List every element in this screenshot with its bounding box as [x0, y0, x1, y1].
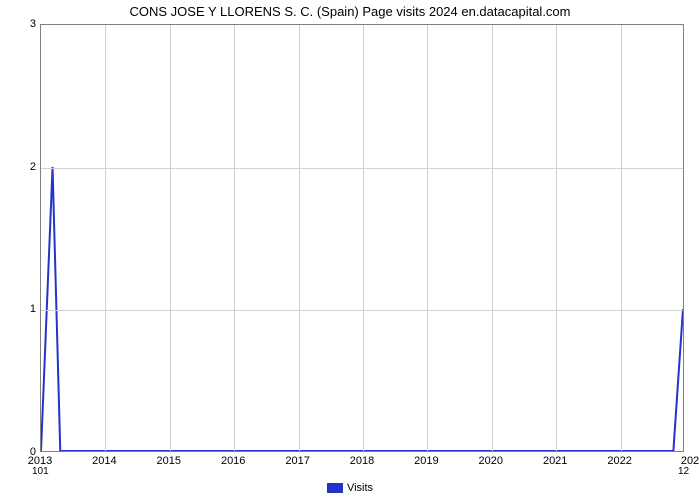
- plot-area: [40, 24, 684, 452]
- x-tick-label: 2020: [479, 455, 503, 467]
- y-tick-label: 2: [30, 161, 36, 173]
- grid-line-v: [105, 25, 106, 451]
- grid-line-v: [234, 25, 235, 451]
- grid-line-v: [556, 25, 557, 451]
- chart-title: CONS JOSE Y LLORENS S. C. (Spain) Page v…: [0, 4, 700, 19]
- grid-line-v: [427, 25, 428, 451]
- grid-line-v: [170, 25, 171, 451]
- chart-svg: [41, 25, 683, 451]
- legend-swatch: [327, 483, 343, 493]
- x-axis-legend: Visits: [0, 482, 700, 494]
- grid-line-h: [41, 310, 683, 311]
- grid-line-v: [492, 25, 493, 451]
- x-tick-label: 2014: [92, 455, 116, 467]
- series-line: [41, 167, 683, 451]
- chart-container: CONS JOSE Y LLORENS S. C. (Spain) Page v…: [0, 0, 700, 500]
- corner-bottom-left: 101: [32, 466, 49, 477]
- x-tick-label: 2015: [157, 455, 181, 467]
- x-tick-label: 2017: [285, 455, 309, 467]
- x-tick-label: 2016: [221, 455, 245, 467]
- corner-bottom-right: 12: [678, 466, 689, 477]
- x-tick-label: 2018: [350, 455, 374, 467]
- grid-line-v: [363, 25, 364, 451]
- y-tick-label: 3: [30, 18, 36, 30]
- grid-line-v: [299, 25, 300, 451]
- x-tick-label: 2019: [414, 455, 438, 467]
- x-tick-label-clipped: 202: [681, 455, 699, 467]
- grid-line-v: [621, 25, 622, 451]
- legend-label: Visits: [347, 482, 373, 494]
- x-tick-label: 2022: [607, 455, 631, 467]
- grid-line-h: [41, 168, 683, 169]
- x-tick-label: 2021: [543, 455, 567, 467]
- y-tick-label: 1: [30, 303, 36, 315]
